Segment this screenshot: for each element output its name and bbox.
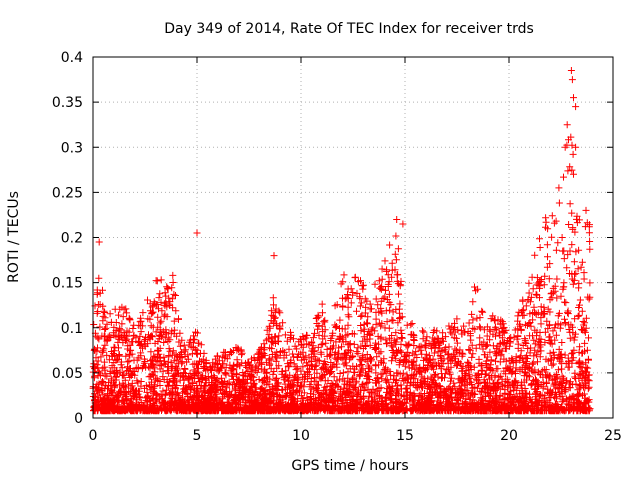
chart-title: Day 349 of 2014, Rate Of TEC Index for r… [164,21,534,37]
x-tick-label: 5 [193,428,202,444]
x-tick-label: 20 [500,428,518,444]
y-tick-label: 0.3 [61,140,83,156]
x-axis-ticks: 0 5 10 15 20 25 [89,57,622,444]
y-tick-label: 0.25 [52,185,83,201]
y-tick-label: 0.35 [52,95,83,111]
scatter-markers [89,67,594,415]
y-axis-label: ROTI / TECUs [6,191,22,283]
x-tick-label: 25 [604,428,622,444]
y-tick-label: 0.2 [61,231,83,247]
y-tick-label: 0 [74,411,83,427]
data-points [89,67,594,415]
y-tick-label: 0.4 [61,50,83,66]
x-tick-label: 15 [396,428,414,444]
x-tick-label: 10 [292,428,310,444]
y-tick-label: 0.05 [52,366,83,382]
y-axis-ticks: 0 0.05 0.1 0.15 0.2 0.25 0.3 0.35 0.4 [52,50,613,427]
y-tick-label: 0.15 [52,276,83,292]
x-axis-label: GPS time / hours [291,458,408,474]
y-tick-label: 0.1 [61,321,83,337]
x-tick-label: 0 [89,428,98,444]
